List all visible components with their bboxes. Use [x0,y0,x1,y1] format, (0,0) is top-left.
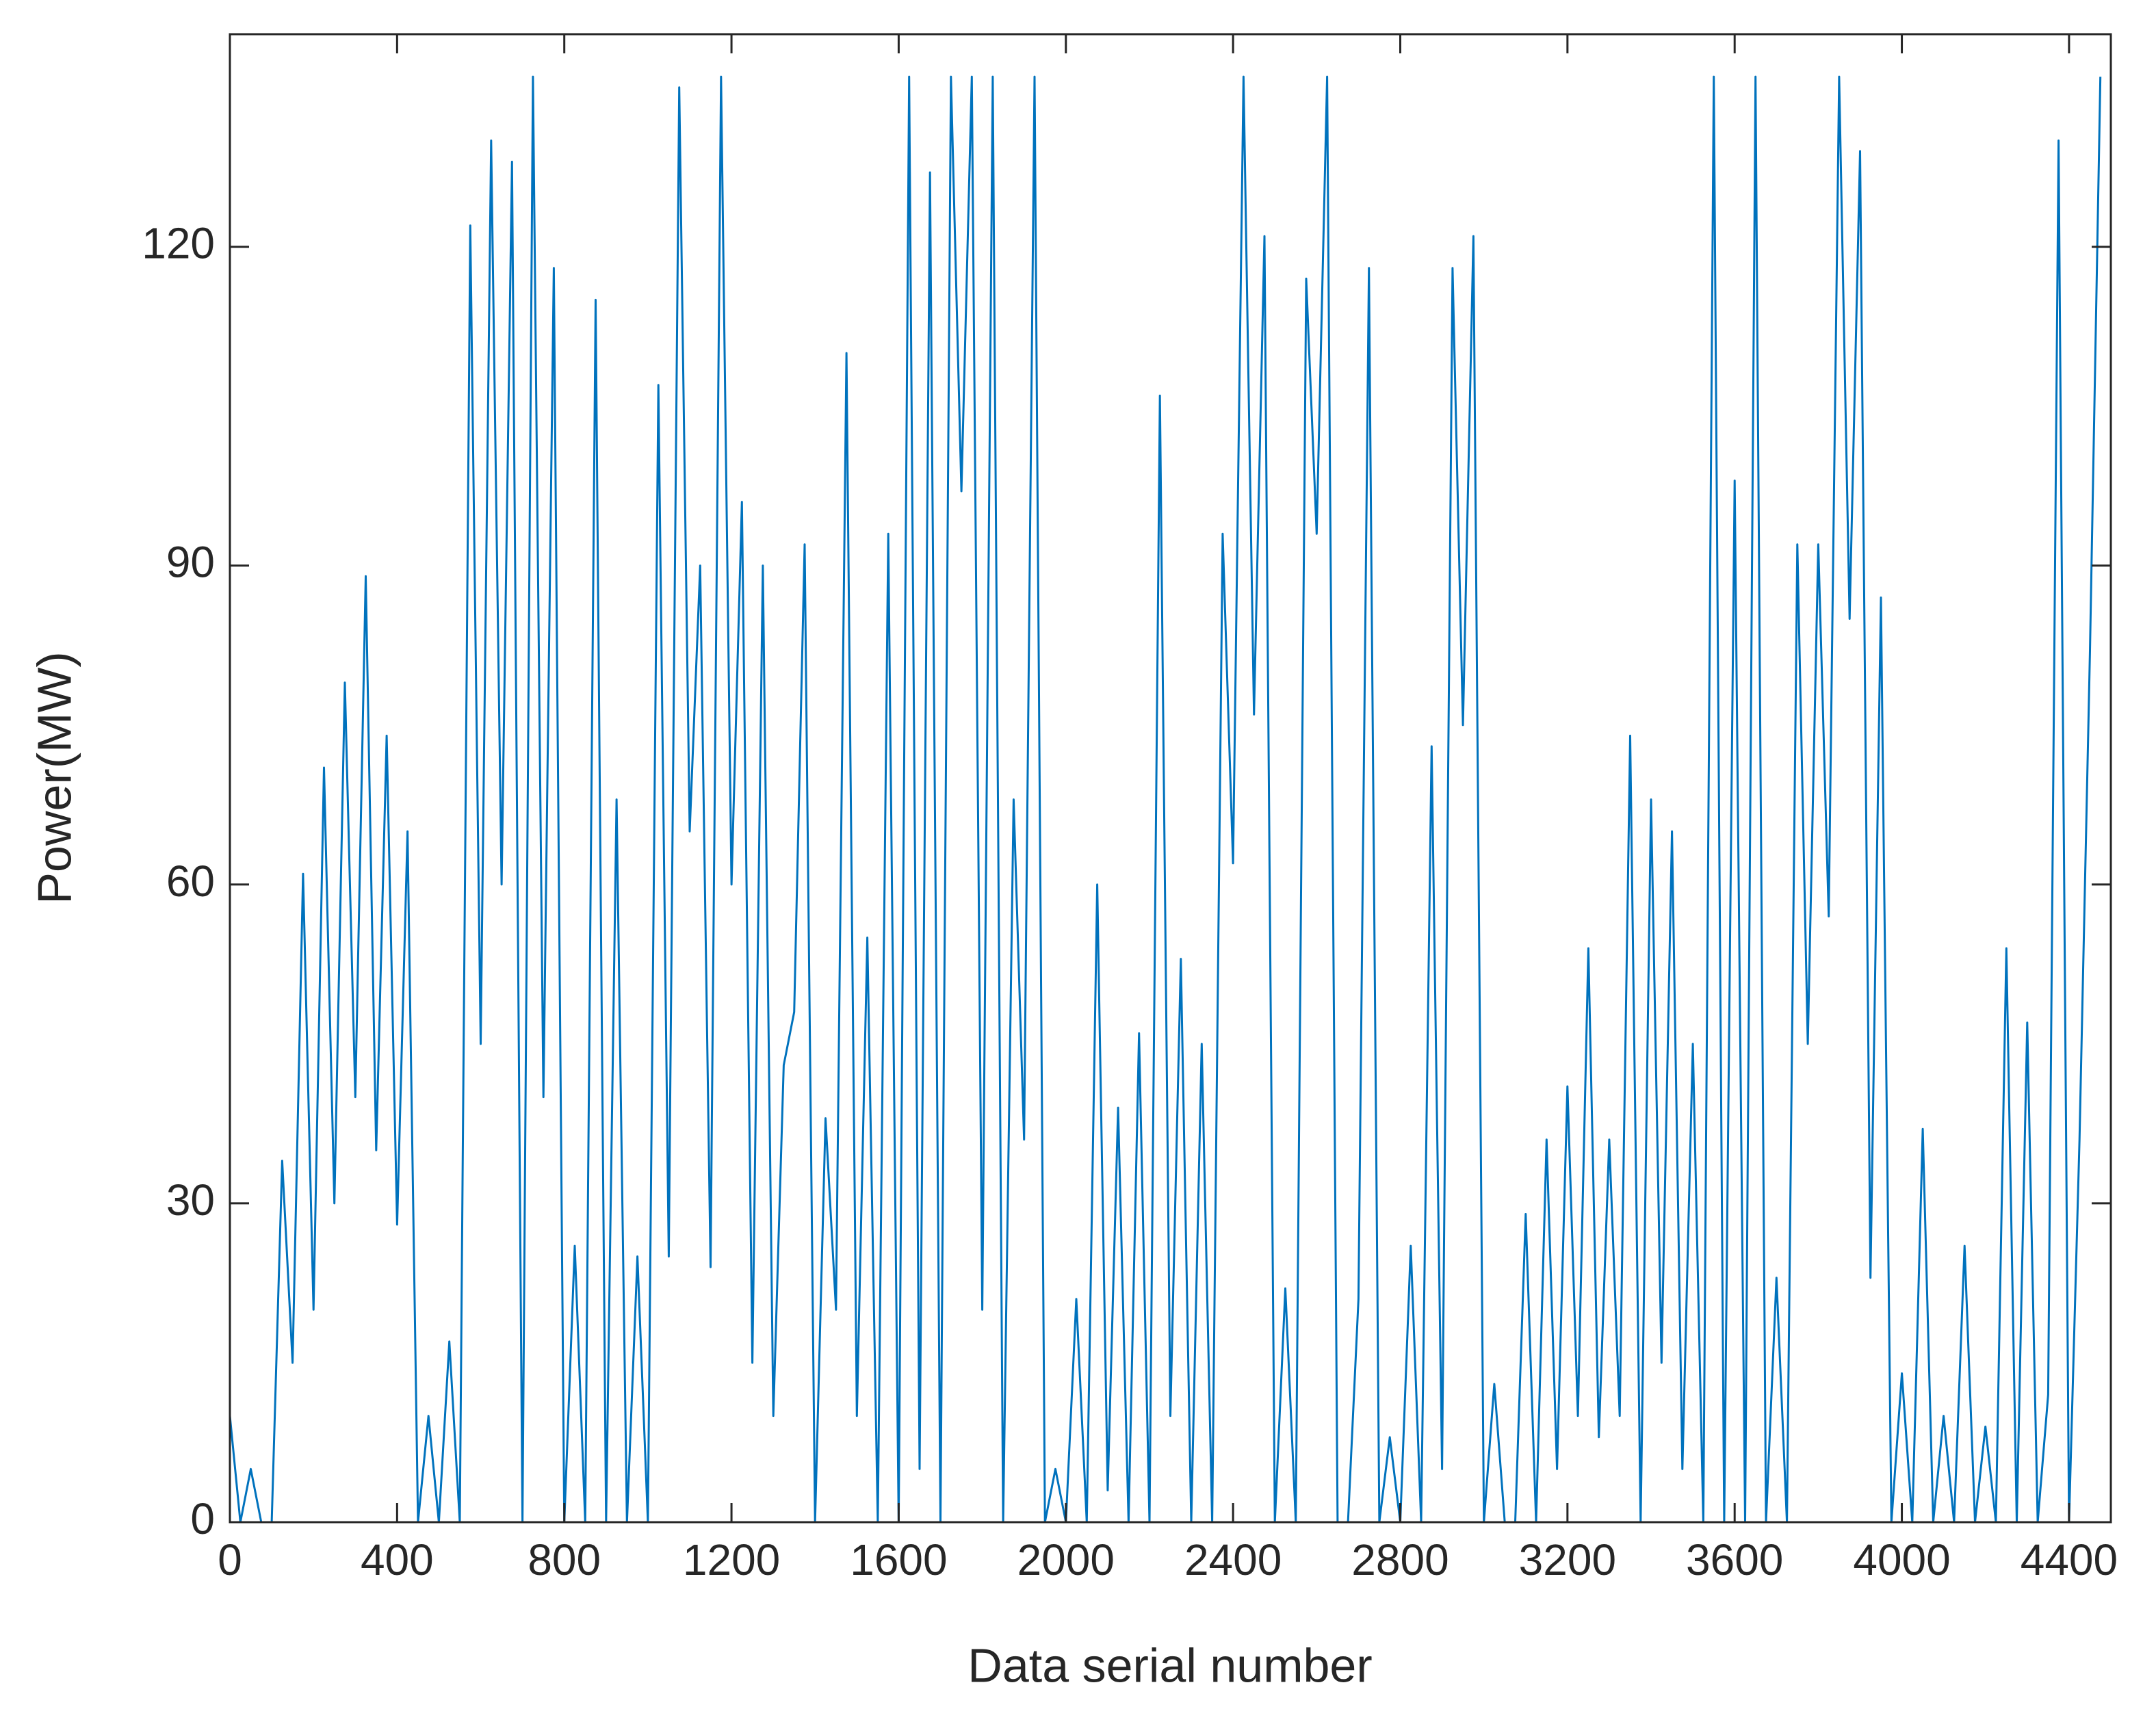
y-tick-label: 120 [142,219,215,268]
x-tick-label: 4000 [1853,1535,1950,1584]
x-tick-label: 2000 [1017,1535,1115,1584]
x-tick-label: 800 [528,1535,601,1584]
x-tick-label: 0 [218,1535,242,1584]
x-tick-label: 400 [361,1535,434,1584]
x-tick-label: 1600 [850,1535,947,1584]
y-axis-label: Power(MW) [27,651,81,904]
y-tick-label: 60 [166,857,215,906]
plot-frame [229,33,2112,1524]
y-tick-label: 0 [190,1494,215,1543]
data-line [229,75,2102,1524]
x-tick-label: 2800 [1351,1535,1449,1584]
x-axis-label: Data serial number [967,1638,1372,1692]
x-tick-label: 3200 [1519,1535,1616,1584]
x-tick-label: 2400 [1184,1535,1282,1584]
y-tick-label: 30 [166,1175,215,1225]
x-tick-label: 1200 [683,1535,780,1584]
x-tick-label: 4400 [2021,1535,2118,1584]
x-tick-label: 3600 [1686,1535,1783,1584]
y-tick-label: 90 [166,538,215,587]
